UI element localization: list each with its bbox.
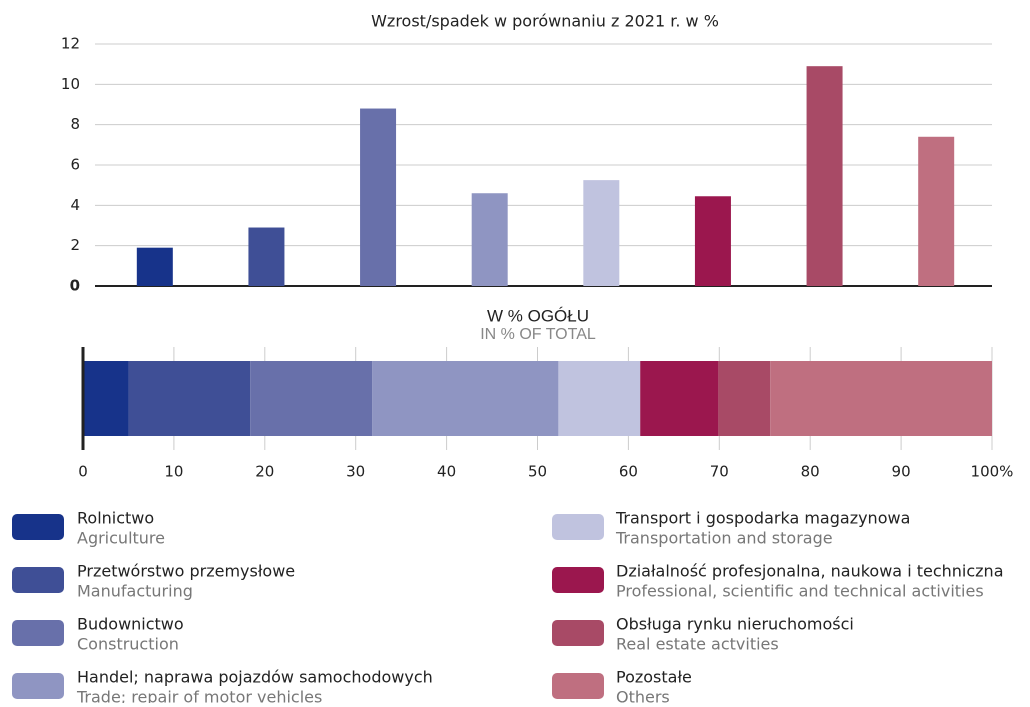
legend-swatch [552, 567, 604, 593]
x-tick-label: 30 [346, 463, 365, 481]
y-tick-label: 8 [70, 115, 80, 133]
legend-swatch [552, 620, 604, 646]
bar [694, 196, 731, 286]
legend-label: Pozostałe [616, 668, 692, 687]
bar-segment [718, 361, 771, 436]
bar [806, 66, 843, 286]
chart-title: Wzrost/spadek w porównaniu z 2021 r. w % [371, 12, 719, 31]
bar-segment [372, 361, 559, 436]
y-tick-label: 4 [70, 196, 80, 214]
bar-segment [640, 361, 719, 436]
legend-label: Budownictwo [77, 615, 184, 634]
legend-sublabel: Transportation and storage [615, 529, 833, 548]
legend-label: Transport i gospodarka magazynowa [615, 509, 910, 528]
bar-segment [83, 361, 129, 436]
legend-sublabel: Professional, scientific and technical a… [616, 582, 984, 601]
x-tick-label: 80 [801, 463, 820, 481]
x-tick-label: 0 [78, 463, 88, 481]
x-tick-label: 20 [255, 463, 274, 481]
legend-label: Rolnictwo [77, 509, 154, 528]
legend-sublabel: Construction [77, 635, 179, 654]
bar-segment [250, 361, 373, 436]
chart-title: W % OGÓŁU [487, 306, 589, 325]
x-tick-label: 60 [619, 463, 638, 481]
y-tick-label: 2 [70, 236, 80, 254]
bar-segment [770, 361, 992, 436]
legend-sublabel: Trade; repair of motor vehicles [76, 688, 322, 704]
bar [248, 227, 285, 286]
bar-segment [558, 361, 641, 436]
legend-label: Handel; naprawa pojazdów samochodowych [77, 668, 433, 687]
bar-segment [128, 361, 251, 436]
bar [583, 180, 620, 286]
legend-swatch [552, 514, 604, 540]
x-tick-label: 50 [528, 463, 547, 481]
x-tick-label: 90 [892, 463, 911, 481]
y-tick-label: 0 [70, 277, 80, 295]
legend-swatch [552, 673, 604, 699]
legend-label: Działalność profesjonalna, naukowa i tec… [616, 562, 1004, 581]
legend-sublabel: Agriculture [77, 529, 165, 548]
y-tick-label: 6 [70, 156, 80, 174]
legend-sublabel: Real estate actvities [616, 635, 779, 654]
legend-swatch [12, 567, 64, 593]
legend-label: Obsługa rynku nieruchomości [616, 615, 854, 634]
y-tick-label: 10 [61, 75, 80, 93]
bar [360, 108, 397, 287]
x-tick-label: 70 [710, 463, 729, 481]
legend-sublabel: Manufacturing [77, 582, 193, 601]
legend-sublabel: Others [616, 688, 670, 704]
legend-label: Przetwórstwo przemysłowe [77, 562, 295, 581]
x-tick-label: 100% [971, 463, 1014, 481]
legend-swatch [12, 620, 64, 646]
x-tick-label: 10 [164, 463, 183, 481]
chart-subtitle: IN % OF TOTAL [480, 326, 596, 343]
legend-swatch [12, 514, 64, 540]
x-tick-label: 40 [437, 463, 456, 481]
legend-swatch [12, 673, 64, 699]
y-tick-label: 12 [61, 35, 80, 53]
bar [136, 247, 173, 286]
bar [471, 193, 508, 286]
bar [918, 136, 955, 286]
